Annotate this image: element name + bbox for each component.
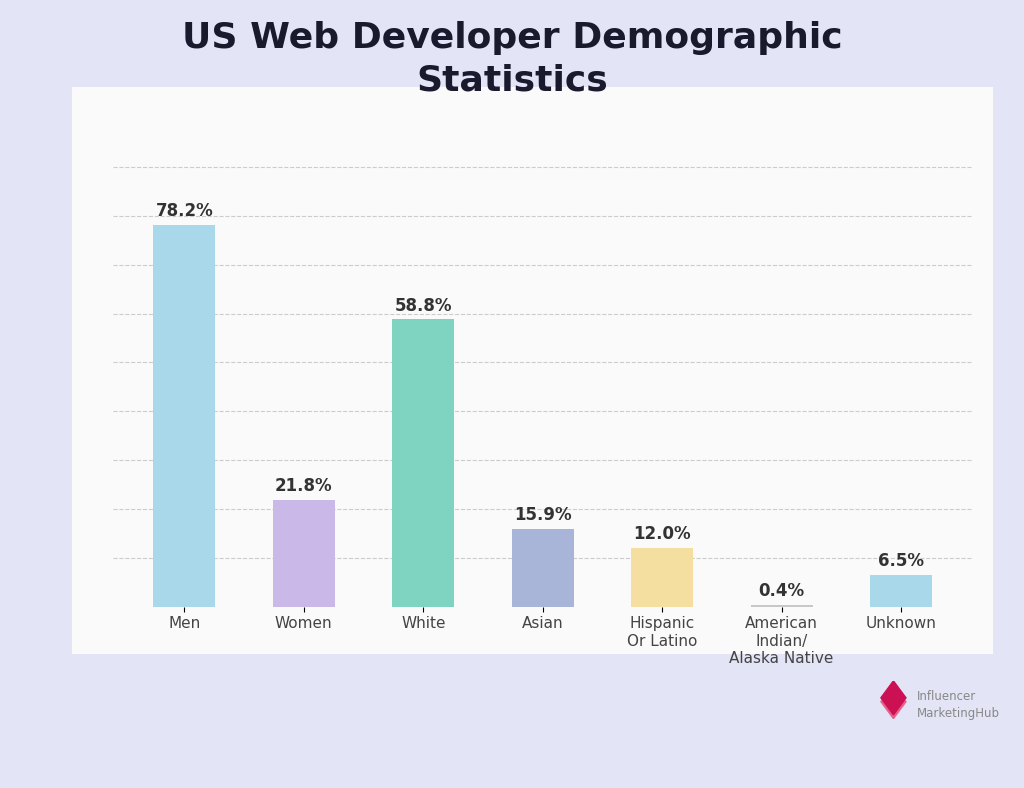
Text: 12.0%: 12.0%: [634, 526, 691, 543]
Text: 0.4%: 0.4%: [759, 582, 805, 600]
Text: 58.8%: 58.8%: [394, 296, 452, 314]
Text: 21.8%: 21.8%: [275, 478, 333, 496]
Bar: [870, 575, 932, 607]
Text: Influencer
MarketingHub: Influencer MarketingHub: [916, 690, 999, 720]
Bar: [154, 225, 215, 607]
Text: 6.5%: 6.5%: [879, 552, 924, 571]
Text: US Web Developer Demographic
Statistics: US Web Developer Demographic Statistics: [181, 21, 843, 97]
Bar: [512, 529, 573, 607]
Text: 78.2%: 78.2%: [156, 202, 213, 220]
Bar: [392, 319, 455, 607]
Polygon shape: [881, 681, 906, 715]
Text: 15.9%: 15.9%: [514, 506, 571, 524]
Bar: [631, 548, 693, 607]
Bar: [272, 500, 335, 607]
Bar: [751, 605, 813, 607]
Polygon shape: [881, 690, 906, 719]
